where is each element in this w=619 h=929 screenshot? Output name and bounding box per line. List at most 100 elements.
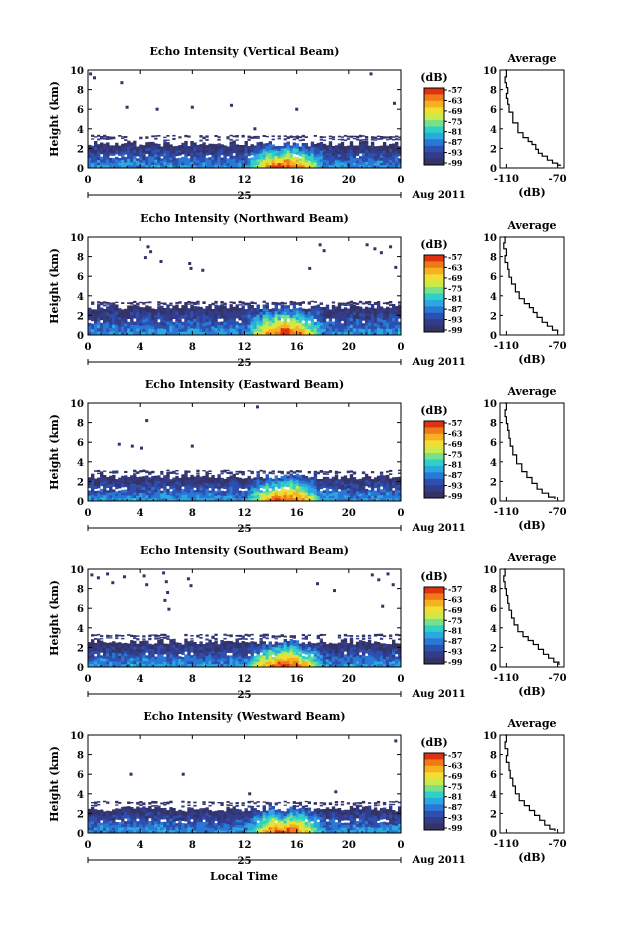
colorbar-tick-label: -81 [448,792,462,802]
profile-y-tick-label: 8 [490,751,497,762]
colorbar-swatch [424,261,444,269]
echo-point [190,105,194,109]
y-tick-label: 6 [77,438,84,449]
colorbar-swatch [424,625,444,633]
profile-y-tick-label: 8 [490,86,497,97]
colorbar-swatch [424,158,444,166]
x-tick-label: 0 [85,342,92,353]
day-label: 25 [238,524,252,535]
colorbar-swatch [424,152,444,159]
echo-point [164,580,168,584]
colorbar-swatch [424,427,444,435]
x-tick-label: 16 [290,342,304,353]
profile-line [504,734,556,831]
colorbar-swatch [424,120,444,127]
profile-y-tick-label: 0 [490,663,497,674]
y-tick-label: 4 [77,790,84,801]
profile-title: Average [506,385,556,398]
colorbar-swatch [424,312,444,320]
x-tick-label: 0 [85,674,92,685]
profile-title: Average [506,551,556,564]
colorbar-tick-label: -99 [448,823,463,833]
panel-title: Echo Intensity (Westward Beam) [143,710,345,723]
colorbar-unit: (dB) [420,736,447,749]
y-tick-label: 2 [77,311,84,322]
colorbar-tick-label: -57 [448,85,462,95]
y-tick-label: 0 [77,497,84,508]
profile-y-tick-label: 10 [483,233,497,244]
x-axis-label: Local Time [210,870,278,883]
x-tick-label: 0 [85,508,92,519]
colorbar-swatch [424,100,444,108]
x-tick-label: 0 [85,840,92,851]
y-tick-label: 0 [77,164,84,175]
colorbar-tick-label: -63 [448,594,463,604]
echo-point [394,739,398,743]
colorbar-swatch [424,485,444,492]
panel-title: Echo Intensity (Vertical Beam) [149,45,339,58]
colorbar-swatch [424,638,444,646]
colorbar-swatch [424,319,444,326]
date-label: Aug 2011 [411,357,465,368]
panel-title: Echo Intensity (Southward Beam) [140,544,349,557]
x-tick-label: 4 [137,840,144,851]
y-tick-label: 4 [77,125,84,136]
echo-point [201,268,205,272]
y-axis-label: Height (km) [48,746,61,822]
x-tick-label: 0 [398,175,405,186]
colorbar-swatch [424,778,444,786]
colorbar-tick-label: -63 [448,95,463,105]
heatmap-layer [88,469,402,502]
colorbar-tick-label: -99 [448,158,463,168]
colorbar-tick-label: -63 [448,760,463,770]
y-tick-label: 0 [77,331,84,342]
colorbar-swatch [424,823,444,831]
y-axis-label: Height (km) [48,414,61,490]
echo-point [140,446,143,450]
x-tick-label: 20 [342,508,356,519]
x-tick-label: 12 [238,342,252,353]
colorbar-swatch [424,612,444,620]
colorbar-swatch [424,421,444,428]
y-tick-label: 8 [77,751,84,762]
echo-point [365,243,369,247]
colorbar-tick-label: -87 [448,137,462,147]
colorbar-tick-label: -75 [448,781,462,791]
colorbar-tick-label: -81 [448,460,462,470]
colorbar-swatch [424,139,444,147]
colorbar-tick-label: -57 [448,418,462,428]
profile-title: Average [506,52,556,65]
colorbar-frame [423,420,445,499]
profile-y-tick-label: 8 [490,419,497,430]
colorbar-tick-label: -87 [448,802,462,812]
echo-point [162,571,166,575]
profile-y-tick-label: 8 [490,585,497,596]
echo-point [377,578,381,582]
day-label: 25 [238,856,252,867]
echo-point [230,103,233,107]
colorbar-unit: (dB) [420,570,447,583]
colorbar-swatch [424,267,444,275]
profile-y-tick-label: 10 [483,399,497,410]
profile-y-tick-label: 2 [490,311,497,322]
echo-point [381,604,385,608]
echo-point [394,265,398,269]
colorbar-swatch [424,472,444,480]
profile-y-tick-label: 4 [490,624,497,635]
y-tick-label: 4 [77,458,84,469]
x-tick-label: 0 [398,342,405,353]
colorbar-frame [423,87,445,166]
profile-y-tick-label: 4 [490,790,497,801]
y-axis-label: Height (km) [48,81,61,157]
colorbar-swatch [424,606,444,614]
colorbar-tick-label: -81 [448,127,462,137]
colorbar-swatch [424,440,444,448]
colorbar-swatch [424,113,444,121]
y-tick-label: 10 [70,399,84,410]
echo-point [167,607,171,611]
date-label: Aug 2011 [411,523,465,534]
echo-point [155,107,159,111]
profile-y-tick-label: 6 [490,105,497,116]
echo-point [143,256,147,260]
echo-point [149,250,153,254]
